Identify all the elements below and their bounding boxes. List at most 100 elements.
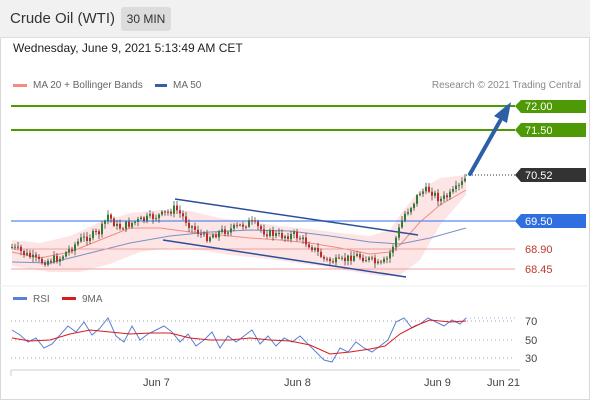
candle-body [44, 263, 46, 265]
rsi-tick-50: 50 [525, 335, 537, 347]
candle-body [257, 221, 259, 227]
candle-body [101, 223, 103, 235]
candle-body [212, 235, 214, 238]
candle-body [284, 236, 286, 239]
candle-body [209, 237, 211, 242]
candle-body [248, 220, 250, 227]
candle-body [392, 246, 394, 253]
candle-body [92, 231, 94, 238]
candle-body [104, 220, 106, 224]
candle-body [122, 228, 124, 230]
candle-body [278, 233, 280, 234]
level-label-last: 70.52 [515, 168, 586, 182]
rsi-ma-legend-label: 9MA [82, 294, 103, 305]
candle-body [410, 208, 412, 213]
candle-body [335, 257, 337, 263]
candle-body [206, 233, 208, 242]
candle-body [368, 257, 370, 261]
candle-body [311, 247, 313, 251]
candle-body [89, 238, 91, 241]
candle-body [452, 189, 454, 192]
candle-body [185, 216, 187, 223]
candle-body [428, 186, 430, 192]
forecast-arrow-head [494, 102, 511, 123]
candle-body [359, 254, 361, 258]
candle-body [161, 211, 163, 215]
candle-body [464, 178, 466, 182]
candle-body [386, 258, 388, 260]
candle-body [107, 214, 109, 221]
level-label-resistance2: 72.00 [515, 100, 586, 113]
level-text-pivot: 69.50 [525, 216, 553, 228]
candle-body [266, 234, 268, 237]
candle-body [263, 229, 265, 235]
candle-body [41, 259, 43, 263]
candle-body [11, 246, 13, 248]
candle-body [128, 221, 130, 227]
candle-body [20, 246, 22, 252]
candle-body [401, 220, 403, 228]
candle-body [254, 220, 256, 222]
candle-body [380, 261, 382, 263]
timeframe-badge[interactable]: 30 MIN [121, 7, 171, 31]
candle-body [35, 254, 37, 257]
candle-body [167, 211, 169, 213]
channel-lower-line [162, 239, 407, 278]
candle-body [404, 213, 406, 221]
candle-body [269, 230, 271, 237]
candle-body [155, 218, 157, 220]
candle-body [197, 229, 199, 234]
candle-body [95, 231, 97, 232]
candle-body [233, 224, 235, 229]
rsi-tick-70: 70 [525, 316, 537, 328]
time-label-jun7: Jun 7 [143, 377, 170, 389]
candle-body [98, 231, 100, 235]
chart-title: Crude Oil (WTI) [10, 10, 115, 27]
candle-body [413, 203, 415, 209]
candle-body [191, 226, 193, 228]
candle-body [158, 214, 160, 219]
candle-body [398, 227, 400, 238]
candle-body [440, 198, 442, 202]
candle-body [182, 213, 184, 217]
level-text-support2: 68.45 [525, 264, 553, 276]
candle-body [245, 226, 247, 228]
chart-header: Crude Oil (WTI) 30 MIN [0, 0, 590, 38]
time-label-jun8: Jun 8 [284, 377, 311, 389]
candle-body [68, 249, 70, 253]
level-text-last: 70.52 [525, 170, 553, 182]
candle-body [59, 258, 61, 262]
candle-body [110, 214, 112, 219]
level-text-support1: 68.90 [525, 244, 553, 256]
candle-body [146, 215, 148, 221]
candle-body [53, 255, 55, 262]
rsi-ma-line [11, 319, 467, 355]
candle-body [347, 255, 349, 261]
candle-body [74, 244, 76, 251]
candle-body [356, 254, 358, 256]
candle-body [32, 254, 34, 258]
candle-body [251, 220, 253, 222]
candle-body [338, 257, 340, 259]
legend-label-ma50: MA 50 [173, 80, 202, 91]
candle-body [242, 224, 244, 227]
candle-body [23, 251, 25, 255]
candle-body [371, 257, 373, 259]
candle-body [218, 231, 220, 238]
time-label-jun21: Jun 21 [487, 377, 520, 389]
candle-body [125, 221, 127, 229]
candle-body [143, 217, 145, 221]
candle-body [200, 233, 202, 235]
candle-body [116, 223, 118, 226]
candle-body [446, 195, 448, 198]
candle-body [239, 224, 241, 226]
candle-body [449, 191, 451, 198]
candle-body [458, 184, 460, 186]
timestamp: Wednesday, June 9, 2021 5:13:49 AM CET [13, 41, 243, 55]
candle-body [395, 237, 397, 247]
level-label-pivot: 69.50 [515, 214, 586, 228]
candle-body [203, 233, 205, 235]
candle-body [320, 251, 322, 257]
candle-body [422, 191, 424, 194]
